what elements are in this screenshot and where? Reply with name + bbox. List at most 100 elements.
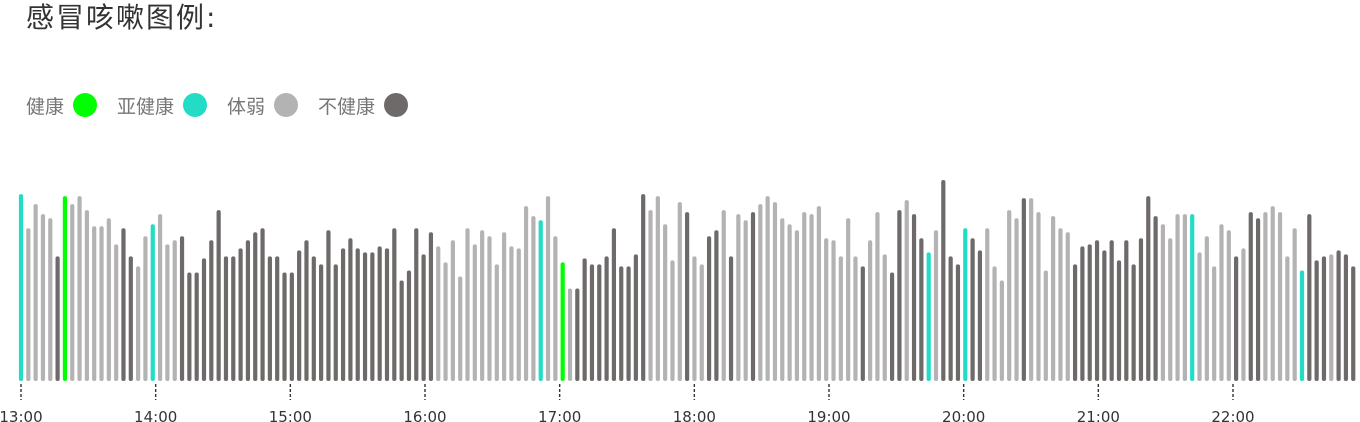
bar — [128, 256, 133, 381]
bar — [319, 264, 324, 381]
bar — [77, 196, 82, 381]
bar — [1116, 260, 1122, 381]
bar — [70, 204, 75, 381]
bar — [641, 194, 646, 381]
bar — [523, 206, 529, 381]
bar — [582, 258, 587, 381]
bar — [1043, 270, 1048, 381]
bar — [1307, 214, 1312, 381]
bar — [1212, 266, 1217, 381]
bar — [728, 256, 734, 381]
bar — [699, 264, 704, 381]
legend-item-unhealthy[interactable]: 不健康 — [318, 92, 409, 119]
bar — [399, 280, 404, 381]
bar — [428, 232, 434, 381]
bar — [685, 212, 690, 381]
bar — [619, 266, 624, 381]
bar — [333, 264, 338, 381]
bar — [765, 196, 770, 381]
bar — [597, 264, 602, 381]
bar — [692, 256, 697, 381]
bar — [758, 204, 763, 381]
bar — [370, 252, 375, 381]
bar — [245, 240, 251, 381]
bar — [794, 230, 800, 381]
bar — [985, 228, 990, 381]
bar — [436, 246, 441, 381]
bar — [846, 218, 851, 381]
tick-label: 20:00 — [942, 408, 985, 422]
bar — [282, 272, 287, 381]
bar — [970, 238, 975, 381]
legend-label: 健康 — [26, 95, 65, 118]
bar — [480, 230, 485, 381]
bar — [1160, 224, 1166, 381]
bar — [231, 256, 236, 381]
bar — [450, 240, 455, 381]
bar — [670, 260, 675, 381]
bar — [831, 240, 836, 381]
bar — [377, 246, 382, 381]
bar — [165, 244, 170, 381]
bar — [304, 240, 309, 381]
bar — [926, 252, 931, 381]
legend-label: 不健康 — [318, 95, 376, 118]
bar — [1336, 250, 1341, 381]
bar — [297, 250, 302, 381]
bar — [816, 206, 821, 381]
bar — [157, 214, 163, 381]
bar — [1102, 250, 1107, 381]
bar — [955, 264, 961, 381]
bar — [1321, 256, 1327, 381]
bar — [1138, 238, 1144, 381]
chart-title: 感冒咳嗽图例: — [26, 1, 218, 34]
tick-label: 18:00 — [673, 408, 716, 422]
bar — [575, 288, 580, 381]
bar — [392, 228, 397, 381]
bar — [187, 272, 192, 381]
bar — [26, 228, 31, 381]
bar — [714, 230, 719, 381]
tick-label: 15:00 — [269, 408, 312, 422]
bar — [406, 270, 412, 381]
legend-item-healthy[interactable]: 健康 — [26, 92, 98, 119]
bar — [114, 244, 119, 381]
bar — [150, 224, 155, 381]
bar — [948, 256, 953, 381]
bar — [1080, 246, 1085, 381]
bar — [750, 212, 756, 381]
bar — [1124, 240, 1129, 381]
bar — [216, 210, 221, 381]
bar — [355, 248, 360, 381]
bar — [1226, 230, 1231, 381]
bar — [92, 226, 97, 381]
bar — [589, 264, 595, 381]
bar — [802, 212, 807, 381]
bar — [106, 218, 111, 381]
legend-label: 亚健康 — [117, 95, 175, 118]
bar — [1292, 228, 1297, 381]
bar — [633, 254, 638, 381]
bar — [201, 258, 207, 381]
bar — [663, 224, 668, 381]
bar — [1190, 214, 1195, 381]
bar — [487, 236, 492, 381]
bar — [362, 252, 368, 381]
legend-item-subhealthy[interactable]: 亚健康 — [117, 92, 208, 119]
bar — [465, 228, 470, 381]
bar — [340, 248, 346, 381]
bar — [62, 196, 68, 381]
bar — [1314, 260, 1319, 381]
bar — [1094, 240, 1100, 381]
bar — [889, 272, 895, 381]
legend-item-weak[interactable]: 体弱 — [227, 92, 299, 119]
bar — [1277, 212, 1283, 381]
bar — [1153, 216, 1158, 381]
bar — [721, 210, 726, 381]
bar — [904, 200, 909, 381]
bar — [1007, 210, 1012, 381]
bar — [179, 236, 185, 381]
bar — [1197, 252, 1202, 381]
bar — [1051, 216, 1056, 381]
bar — [1182, 214, 1187, 381]
